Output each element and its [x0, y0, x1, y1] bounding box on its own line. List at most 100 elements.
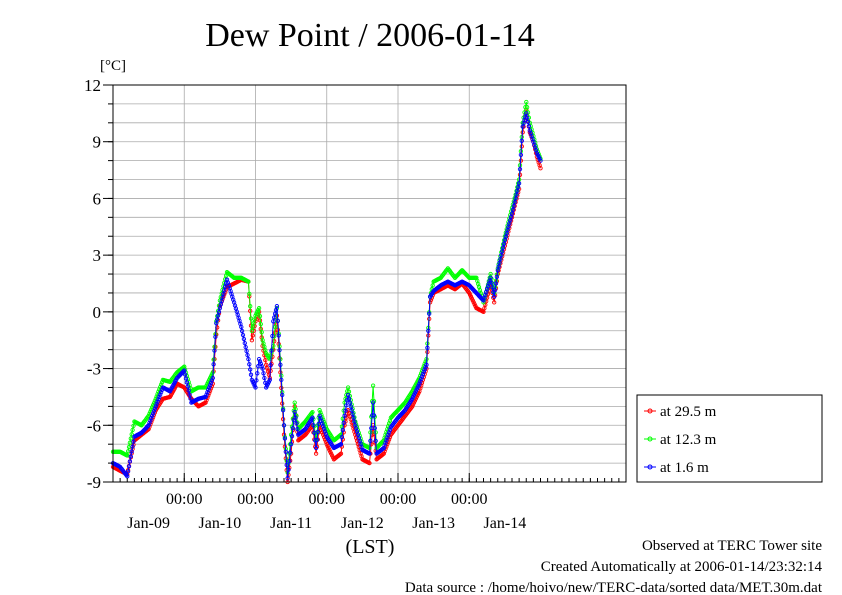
data-point — [386, 430, 392, 435]
data-point — [274, 304, 280, 309]
y-tick-label: 6 — [93, 189, 102, 208]
y-tick-label: -3 — [87, 360, 101, 379]
data-point — [422, 367, 427, 372]
data-point — [215, 317, 220, 322]
data-point — [287, 459, 292, 464]
data-point — [148, 418, 153, 423]
legend: at 29.5 m at 12.3 m at 1.6 m — [636, 394, 823, 483]
data-point — [511, 203, 516, 209]
chart-title: Dew Point / 2006-01-14 — [205, 17, 535, 54]
x-time-tick-label: 00:00 — [309, 491, 345, 508]
data-point — [292, 400, 297, 405]
data-point — [313, 451, 319, 456]
y-axis: 12 9 6 3 0 -3 -6 -9 — [84, 76, 113, 492]
data-point — [338, 442, 344, 447]
data-point — [155, 399, 160, 404]
data-point — [509, 211, 515, 216]
data-point — [518, 152, 524, 158]
data-point — [314, 437, 320, 443]
data-point — [128, 436, 133, 441]
data-point — [128, 454, 133, 459]
data-point — [248, 367, 253, 372]
data-point — [421, 369, 426, 375]
data-point — [268, 363, 273, 368]
data-point — [417, 381, 422, 386]
data-point — [216, 309, 222, 315]
data-point — [259, 330, 264, 335]
data-point — [495, 268, 500, 273]
data-point — [249, 338, 255, 343]
data-point — [342, 413, 347, 418]
data-point — [313, 445, 319, 451]
data-point — [131, 423, 136, 428]
data-point — [152, 406, 158, 411]
data-point — [322, 429, 328, 434]
data-point — [209, 378, 215, 383]
data-point — [269, 348, 274, 353]
data-point — [207, 382, 213, 388]
data-point — [339, 434, 345, 440]
data-point — [373, 438, 378, 444]
data-point — [385, 435, 390, 440]
x-axis-label: (LST) — [346, 536, 395, 558]
data-point — [321, 426, 327, 431]
data-point — [425, 345, 430, 350]
data-point — [214, 321, 219, 326]
data-point — [247, 291, 252, 297]
data-point — [496, 264, 501, 269]
data-point — [187, 392, 192, 397]
data-point — [315, 429, 320, 435]
data-point — [295, 420, 300, 425]
data-point — [213, 334, 218, 340]
data-point — [538, 158, 543, 163]
data-point — [311, 423, 316, 428]
data-point — [523, 105, 528, 110]
data-point — [215, 313, 221, 318]
data-point — [516, 181, 522, 186]
data-point — [158, 392, 163, 397]
data-point — [183, 376, 189, 381]
data-point — [270, 333, 275, 339]
legend-label: at 1.6 m — [660, 460, 709, 476]
data-point — [317, 408, 322, 413]
x-time-tick-label: 00:00 — [237, 491, 273, 508]
data-point — [418, 379, 423, 384]
data-point — [370, 383, 376, 388]
data-point — [381, 445, 386, 451]
data-point — [279, 377, 284, 383]
data-point — [317, 413, 322, 418]
observed-site-note: Observed at TERC Tower site — [642, 538, 822, 554]
data-point — [515, 188, 520, 194]
data-point — [127, 459, 133, 464]
data-point — [319, 418, 324, 424]
y-axis-unit-label: [°C] — [100, 58, 126, 74]
data-point — [151, 400, 157, 406]
data-point — [345, 385, 351, 390]
data-point — [498, 256, 503, 262]
data-point — [499, 252, 504, 258]
data-point — [489, 280, 494, 285]
x-axis: 00:00 00:00 00:00 00:00 00:00 Jan-09 Jan-10 Jan… — [112, 473, 627, 532]
data-point — [343, 408, 348, 413]
data-point — [150, 411, 156, 416]
data-point — [313, 438, 318, 443]
legend-swatch-marker — [647, 436, 653, 442]
data-point — [251, 321, 256, 326]
data-point — [386, 432, 391, 438]
data-point — [273, 307, 279, 313]
data-point — [125, 474, 130, 479]
data-point — [420, 372, 426, 377]
data-point — [526, 123, 532, 129]
data-point — [382, 443, 387, 448]
data-point — [351, 415, 356, 420]
data-point — [258, 321, 263, 327]
created-timestamp-note: Created Automatically at 2006-01-14/23:3… — [541, 559, 823, 575]
data-point — [286, 467, 291, 472]
data-point — [151, 408, 157, 414]
y-tick-label: 12 — [84, 76, 101, 95]
data-point — [280, 408, 286, 413]
data-point — [149, 416, 154, 421]
data-point — [262, 375, 267, 381]
data-point — [156, 389, 161, 394]
data-point — [289, 434, 295, 439]
